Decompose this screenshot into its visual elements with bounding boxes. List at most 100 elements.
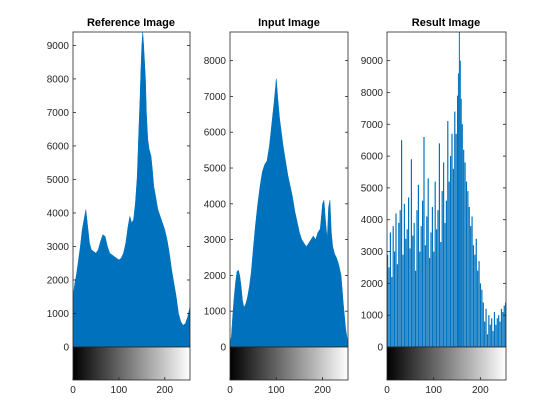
histogram-bar	[403, 203, 405, 347]
histogram-bar	[430, 232, 432, 347]
y-tick-label: 5000	[361, 183, 384, 194]
histogram-bar	[415, 270, 417, 347]
histogram-bar	[465, 181, 468, 347]
histogram-series	[230, 78, 348, 347]
histogram-bar	[452, 168, 454, 347]
histogram-bar	[395, 213, 397, 347]
histogram-bar	[419, 251, 421, 347]
y-tick-label: 7000	[361, 120, 384, 131]
histogram-bar	[463, 149, 465, 347]
histogram-bar	[475, 238, 477, 347]
histogram-bar	[422, 200, 424, 347]
histogram-series	[387, 32, 506, 347]
histogram-bar	[467, 191, 469, 347]
histogram-bar	[412, 235, 414, 347]
x-tick-label: 200	[314, 385, 331, 396]
histogram-bar	[464, 162, 466, 347]
histogram-bar	[399, 210, 401, 347]
y-tick-label: 7000	[204, 92, 227, 103]
histogram-bar	[448, 181, 450, 347]
histogram-bar	[389, 232, 391, 347]
histogram-bar	[474, 254, 476, 347]
grayscale-colorbar	[72, 346, 191, 381]
histogram-bar	[500, 308, 503, 347]
y-tick-label: 5000	[47, 175, 70, 186]
histogram-bar	[413, 222, 415, 347]
histogram-bar	[505, 302, 506, 347]
histogram-bar	[433, 251, 435, 347]
histogram-bar	[454, 111, 456, 347]
histogram-bar	[503, 305, 505, 347]
histogram-bar	[388, 267, 390, 347]
x-tick-label: 100	[425, 385, 442, 396]
histogram-bar	[455, 133, 457, 347]
chart-title: Result Image	[412, 17, 480, 29]
histogram-bar	[457, 95, 458, 347]
y-tick-label: 8000	[204, 56, 227, 67]
y-tick-label: 1000	[361, 311, 384, 322]
histogram-area	[73, 32, 190, 347]
histogram-bar	[420, 226, 422, 347]
histogram-bar	[486, 334, 489, 347]
histogram-bar	[409, 248, 411, 347]
x-tick-label: 100	[111, 385, 128, 396]
y-tick-label: 1000	[204, 307, 227, 318]
histogram-bar	[392, 226, 394, 347]
histogram-bar	[492, 331, 494, 347]
histogram-bar	[387, 254, 389, 347]
histogram-bar	[485, 308, 487, 347]
chart-title: Input Image	[258, 17, 320, 29]
histogram-bar	[488, 315, 490, 347]
y-tick-label: 9000	[361, 56, 384, 67]
histogram-area	[230, 78, 348, 347]
y-tick-label: 3000	[361, 247, 384, 258]
y-tick-label: 4000	[204, 199, 227, 210]
y-tick-label: 2000	[204, 271, 227, 282]
histogram-bar	[431, 207, 433, 347]
histogram-bar	[461, 124, 463, 347]
result-histogram-panel: Result Image 010002000300040005000600070…	[361, 17, 507, 396]
y-tick-label: 4000	[361, 215, 384, 226]
grayscale-colorbar	[229, 346, 349, 381]
histogram-bar	[443, 162, 445, 347]
histogram-bar	[434, 181, 436, 347]
histogram-bar	[394, 251, 396, 347]
histogram-bar	[498, 315, 500, 347]
y-tick-label: 9000	[47, 41, 70, 52]
y-tick-label: 3000	[204, 235, 227, 246]
y-tick-label: 5000	[204, 164, 227, 175]
histogram-bar	[451, 133, 453, 347]
y-tick-label: 6000	[361, 152, 384, 163]
histogram-bar	[401, 140, 403, 347]
x-tick-label: 200	[156, 385, 173, 396]
histogram-bar	[429, 257, 431, 347]
histogram-bar	[417, 184, 419, 347]
histogram-bar	[477, 270, 479, 347]
reference-histogram-panel: Reference Image 010002000300040005000600…	[47, 17, 191, 396]
histogram-bar	[447, 121, 449, 347]
y-tick-label: 4000	[47, 208, 70, 219]
histogram-bar	[445, 200, 447, 347]
histogram-bar	[427, 178, 429, 347]
chart-title: Reference Image	[87, 17, 175, 29]
histogram-bar	[484, 321, 486, 347]
grayscale-colorbar	[386, 346, 507, 381]
histogram-bar	[408, 197, 410, 347]
histogram-bar	[450, 156, 452, 347]
histogram-bar	[482, 302, 484, 347]
y-tick-label: 6000	[47, 141, 70, 152]
histogram-bar	[406, 229, 408, 347]
histogram-bar	[416, 210, 418, 347]
histogram-bar	[460, 98, 462, 347]
histogram-bar	[438, 143, 440, 347]
histogram-bar	[468, 207, 470, 347]
histogram-bar	[499, 321, 501, 347]
histogram-bar	[423, 137, 425, 347]
histogram-bar	[457, 73, 459, 347]
histogram-bar	[472, 245, 475, 347]
y-tick-label: 3000	[47, 242, 70, 253]
histogram-bar	[495, 324, 497, 347]
histogram-bar	[491, 318, 493, 347]
histogram-bar	[437, 210, 439, 347]
histogram-bar	[502, 312, 504, 347]
